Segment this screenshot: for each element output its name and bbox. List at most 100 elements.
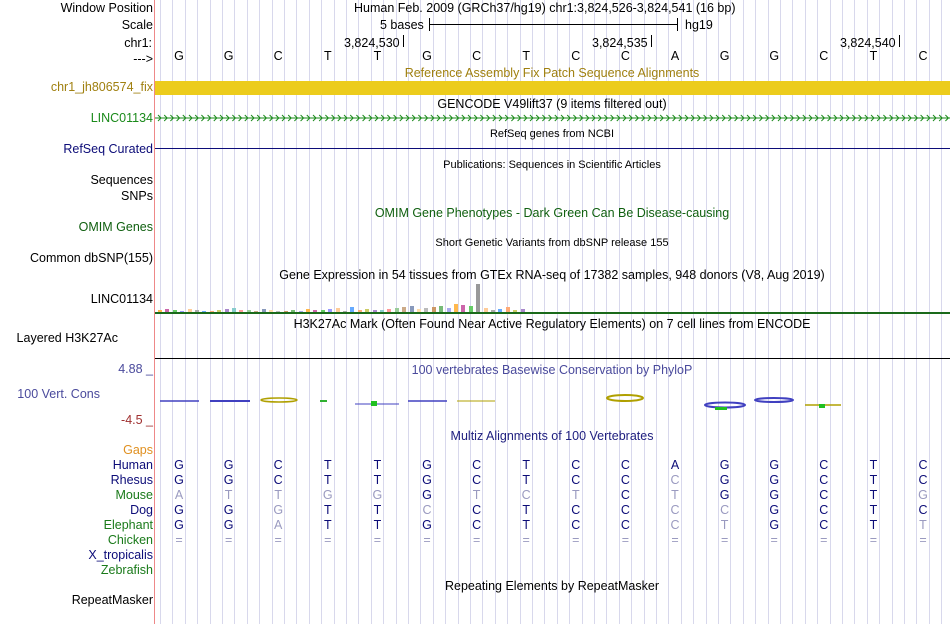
gtex-tissue-bar[interactable] bbox=[158, 310, 162, 312]
snps-label[interactable]: SNPs bbox=[121, 189, 153, 203]
gtex-tissue-bar[interactable] bbox=[195, 310, 199, 312]
gtex-tissue-bar[interactable] bbox=[505, 307, 510, 312]
publications-title[interactable]: Publications: Sequences in Scientific Ar… bbox=[443, 159, 661, 171]
gtex-tissue-bar[interactable] bbox=[328, 309, 333, 312]
multiz-title[interactable]: Multiz Alignments of 100 Vertebrates bbox=[450, 429, 654, 443]
gtex-tissue-bar[interactable] bbox=[454, 304, 458, 312]
species-label[interactable]: Zebrafish bbox=[100, 563, 153, 577]
gtex-tissue-bar[interactable] bbox=[254, 311, 259, 312]
species-label[interactable]: X_tropicalis bbox=[88, 548, 153, 562]
gtex-tissue-bar[interactable] bbox=[172, 310, 177, 312]
gtex-tissue-bar[interactable] bbox=[187, 309, 192, 312]
repeatmasker-title[interactable]: Repeating Elements by RepeatMasker bbox=[444, 579, 660, 593]
refseq-transcript-line[interactable] bbox=[155, 148, 950, 149]
h3k27ac-label[interactable]: Layered H3K27Ac bbox=[16, 331, 118, 345]
dbsnp-label[interactable]: Common dbSNP(155) bbox=[30, 251, 153, 265]
phylop-title[interactable]: 100 vertebrates Basewise Conservation by… bbox=[411, 363, 693, 377]
gtex-tissue-bar[interactable] bbox=[365, 309, 370, 312]
fix-patch-label[interactable]: chr1_jh806574_fix bbox=[50, 80, 153, 94]
gtex-tissue-bar[interactable] bbox=[246, 310, 251, 312]
gtex-tissue-bar[interactable] bbox=[239, 310, 244, 312]
gtex-tissue-bar[interactable] bbox=[217, 310, 222, 312]
repeatmasker-label[interactable]: RepeatMasker bbox=[71, 593, 153, 607]
gtex-tissue-bar[interactable] bbox=[165, 309, 170, 312]
gencode-strand-chevron bbox=[188, 114, 193, 122]
alignment-base: C bbox=[819, 473, 829, 487]
gencode-strand-chevron bbox=[312, 114, 317, 122]
refseq-label[interactable]: RefSeq Curated bbox=[63, 142, 153, 156]
gtex-tissue-bar[interactable] bbox=[350, 307, 355, 312]
gtex-tissue-bar[interactable] bbox=[180, 311, 185, 312]
alignment-base: T bbox=[373, 503, 382, 517]
gtex-bar-chart[interactable] bbox=[155, 282, 535, 312]
gtex-tissue-bar[interactable] bbox=[520, 309, 525, 312]
gtex-tissue-bar[interactable] bbox=[424, 308, 429, 312]
gtex-tissue-bar[interactable] bbox=[291, 310, 296, 312]
gencode-strand-chevron bbox=[666, 114, 671, 122]
species-label[interactable]: Dog bbox=[130, 503, 153, 517]
gtex-tissue-bar[interactable] bbox=[439, 306, 444, 312]
species-label[interactable]: Human bbox=[112, 458, 153, 472]
gencode-strand-chevron bbox=[839, 114, 844, 122]
gencode-transcript[interactable] bbox=[155, 112, 950, 124]
publications-label[interactable]: Sequences bbox=[90, 173, 153, 187]
gtex-tissue-bar[interactable] bbox=[431, 307, 436, 312]
gtex-tissue-bar[interactable] bbox=[357, 310, 362, 312]
species-label[interactable]: Elephant bbox=[103, 518, 153, 532]
gtex-tissue-bar[interactable] bbox=[306, 309, 310, 312]
gtex-tissue-bar[interactable] bbox=[498, 309, 503, 312]
gtex-tissue-bar[interactable] bbox=[261, 309, 266, 312]
gtex-tissue-bar[interactable] bbox=[269, 310, 273, 312]
h3k27ac-title[interactable]: H3K27Ac Mark (Often Found Near Active Re… bbox=[293, 317, 811, 331]
gtex-tissue-bar[interactable] bbox=[209, 311, 214, 312]
dbsnp-title[interactable]: Short Genetic Variants from dbSNP releas… bbox=[435, 237, 669, 249]
gtex-tissue-bar[interactable] bbox=[476, 284, 481, 312]
species-label[interactable]: Chicken bbox=[107, 533, 153, 547]
gtex-tissue-bar[interactable] bbox=[372, 310, 377, 312]
gtex-tissue-bar[interactable] bbox=[461, 305, 466, 312]
gtex-tissue-bar[interactable] bbox=[224, 309, 229, 312]
gtex-tissue-bar[interactable] bbox=[387, 309, 392, 312]
gencode-strand-chevron bbox=[945, 114, 950, 122]
gencode-label[interactable]: LINC01134 bbox=[90, 111, 153, 125]
gencode-strand-chevron bbox=[535, 114, 540, 122]
omim-label[interactable]: OMIM Genes bbox=[78, 220, 153, 234]
fix-patch-title[interactable]: Reference Assembly Fix Patch Sequence Al… bbox=[404, 66, 700, 80]
gtex-label[interactable]: LINC01134 bbox=[90, 292, 153, 306]
gtex-tissue-bar[interactable] bbox=[202, 311, 207, 312]
gtex-tissue-bar[interactable] bbox=[380, 310, 384, 312]
gtex-tissue-bar[interactable] bbox=[491, 310, 495, 312]
alignment-base: = bbox=[274, 533, 282, 547]
gencode-strand-chevron bbox=[343, 114, 348, 122]
gtex-tissue-bar[interactable] bbox=[409, 306, 414, 312]
gtex-tissue-bar[interactable] bbox=[513, 310, 518, 312]
gtex-tissue-bar[interactable] bbox=[320, 310, 325, 312]
gtex-tissue-bar[interactable] bbox=[417, 309, 421, 312]
label-divider[interactable] bbox=[154, 0, 155, 624]
gtex-title[interactable]: Gene Expression in 54 tissues from GTEx … bbox=[279, 268, 825, 282]
species-label[interactable]: Mouse bbox=[115, 488, 153, 502]
phylop-label[interactable]: 100 Vert. Cons bbox=[17, 387, 100, 401]
gtex-tissue-bar[interactable] bbox=[343, 311, 347, 312]
gencode-title[interactable]: GENCODE V49lift37 (9 items filtered out) bbox=[437, 97, 667, 111]
gtex-tissue-bar[interactable] bbox=[446, 308, 451, 312]
phylop-signal[interactable] bbox=[155, 385, 950, 415]
gtex-tissue-bar[interactable] bbox=[283, 311, 288, 312]
species-label[interactable]: Rhesus bbox=[110, 473, 153, 487]
gaps-label[interactable]: Gaps bbox=[123, 443, 153, 457]
gencode-strand-chevron bbox=[560, 114, 565, 122]
refseq-title[interactable]: RefSeq genes from NCBI bbox=[489, 128, 615, 140]
gtex-tissue-bar[interactable] bbox=[483, 308, 488, 312]
gtex-tissue-bar[interactable] bbox=[276, 311, 281, 312]
alignment-base: G bbox=[769, 473, 780, 487]
gtex-tissue-bar[interactable] bbox=[313, 310, 318, 312]
gencode-strand-chevron bbox=[318, 114, 323, 122]
gtex-tissue-bar[interactable] bbox=[402, 307, 407, 312]
gtex-tissue-bar[interactable] bbox=[394, 308, 399, 312]
gtex-tissue-bar[interactable] bbox=[232, 308, 236, 312]
gtex-tissue-bar[interactable] bbox=[335, 308, 340, 312]
fix-patch-alignment[interactable] bbox=[155, 81, 950, 95]
omim-title[interactable]: OMIM Gene Phenotypes - Dark Green Can Be… bbox=[374, 206, 730, 220]
gtex-tissue-bar[interactable] bbox=[298, 311, 303, 312]
gtex-tissue-bar[interactable] bbox=[468, 306, 473, 312]
